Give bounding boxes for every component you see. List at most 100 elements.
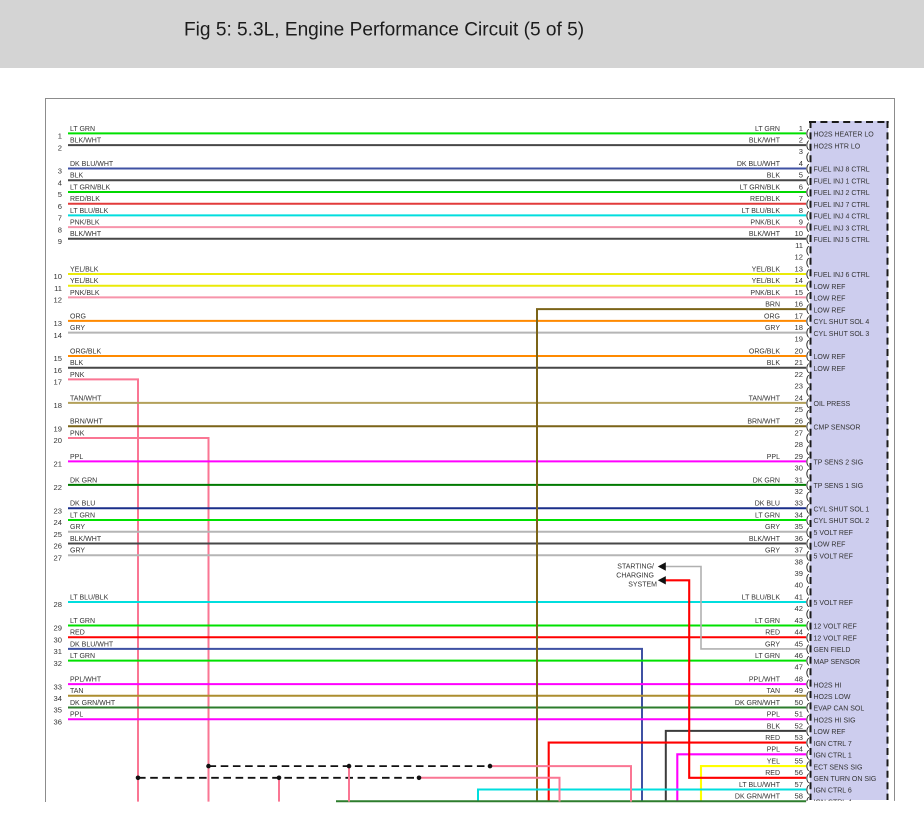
- svg-text:43: 43: [795, 616, 803, 625]
- svg-text:2: 2: [58, 143, 62, 152]
- svg-text:10: 10: [54, 272, 62, 281]
- svg-text:ORG: ORG: [764, 313, 780, 320]
- svg-text:RED: RED: [765, 630, 780, 637]
- svg-text:DK BLU/WHT: DK BLU/WHT: [70, 161, 114, 168]
- svg-text:DK BLU: DK BLU: [755, 501, 780, 508]
- svg-text:(: (: [806, 514, 810, 526]
- svg-text:(: (: [806, 502, 810, 514]
- svg-text:35: 35: [795, 522, 803, 531]
- svg-text:13: 13: [795, 264, 803, 273]
- svg-text:LT GRN: LT GRN: [755, 618, 780, 625]
- svg-text:BLK/WHT: BLK/WHT: [70, 138, 102, 145]
- svg-text:(: (: [806, 772, 810, 784]
- svg-text:BRN/WHT: BRN/WHT: [747, 419, 780, 426]
- svg-text:(: (: [806, 280, 810, 292]
- svg-text:7: 7: [799, 194, 803, 203]
- svg-text:HO2S HEATER LO: HO2S HEATER LO: [814, 132, 875, 139]
- svg-text:25: 25: [54, 530, 62, 539]
- svg-text:33: 33: [54, 682, 62, 691]
- svg-text:RED/BLK: RED/BLK: [70, 196, 100, 203]
- svg-text:EVAP CAN SOL: EVAP CAN SOL: [814, 706, 865, 713]
- svg-text:(: (: [806, 608, 810, 620]
- svg-text:(: (: [806, 643, 810, 655]
- svg-text:(: (: [806, 409, 810, 421]
- svg-text:16: 16: [795, 300, 803, 309]
- svg-text:(: (: [806, 362, 810, 374]
- svg-text:ORG/BLK: ORG/BLK: [749, 348, 780, 355]
- svg-text:21: 21: [795, 358, 803, 367]
- svg-text:BLK: BLK: [70, 173, 84, 180]
- svg-text:24: 24: [795, 393, 803, 402]
- svg-text:(: (: [806, 128, 810, 140]
- svg-text:PNK/BLK: PNK/BLK: [750, 290, 780, 297]
- svg-text:LOW REF: LOW REF: [814, 729, 846, 736]
- svg-text:GRY: GRY: [765, 325, 780, 332]
- svg-text:IGN CTRL 1: IGN CTRL 1: [814, 753, 852, 760]
- svg-text:19: 19: [795, 335, 803, 344]
- svg-text:TP SENS 2 SIG: TP SENS 2 SIG: [814, 460, 864, 467]
- svg-text:5 VOLT REF: 5 VOLT REF: [814, 553, 853, 560]
- svg-text:3: 3: [58, 167, 62, 176]
- svg-text:1: 1: [799, 124, 803, 133]
- svg-text:PNK/BLK: PNK/BLK: [750, 220, 780, 227]
- svg-text:BLK/WHT: BLK/WHT: [749, 231, 781, 238]
- svg-text:RED/BLK: RED/BLK: [750, 196, 780, 203]
- svg-text:GRY: GRY: [765, 641, 780, 648]
- svg-text:YEL/BLK: YEL/BLK: [70, 266, 99, 273]
- svg-text:21: 21: [54, 460, 62, 469]
- svg-text:BLK/WHT: BLK/WHT: [70, 231, 102, 238]
- svg-text:PPL: PPL: [767, 747, 780, 754]
- svg-text:LT BLU/BLK: LT BLU/BLK: [70, 594, 109, 601]
- svg-text:27: 27: [795, 428, 803, 437]
- svg-text:FUEL INJ 3 CTRL: FUEL INJ 3 CTRL: [814, 225, 870, 232]
- svg-text:(: (: [806, 198, 810, 210]
- svg-text:YEL: YEL: [767, 759, 780, 766]
- svg-text:(: (: [806, 444, 810, 456]
- svg-text:(: (: [806, 210, 810, 222]
- svg-text:26: 26: [795, 417, 803, 426]
- svg-text:12 VOLT REF: 12 VOLT REF: [814, 635, 857, 642]
- svg-text:50: 50: [795, 698, 803, 707]
- svg-text:9: 9: [799, 218, 803, 227]
- svg-text:HO2S HI: HO2S HI: [814, 682, 842, 689]
- svg-text:CYL SHUT SOL 2: CYL SHUT SOL 2: [814, 518, 870, 525]
- svg-text:36: 36: [54, 717, 62, 726]
- svg-text:9: 9: [58, 237, 62, 246]
- svg-text:4: 4: [799, 159, 803, 168]
- svg-text:(: (: [806, 725, 810, 737]
- svg-text:(: (: [806, 784, 810, 796]
- svg-text:LT BLU/BLK: LT BLU/BLK: [70, 208, 109, 215]
- svg-text:LT BLU/BLK: LT BLU/BLK: [742, 594, 781, 601]
- svg-text:TAN/WHT: TAN/WHT: [70, 395, 102, 402]
- svg-text:(: (: [806, 760, 810, 772]
- svg-text:BLK: BLK: [767, 360, 781, 367]
- svg-text:DK GRN/WHT: DK GRN/WHT: [735, 700, 781, 707]
- svg-text:22: 22: [54, 483, 62, 492]
- svg-text:IGN CTRL 7: IGN CTRL 7: [814, 741, 852, 748]
- svg-text:(: (: [806, 292, 810, 304]
- svg-text:38: 38: [795, 557, 803, 566]
- svg-text:FUEL INJ 5 CTRL: FUEL INJ 5 CTRL: [814, 237, 870, 244]
- svg-text:22: 22: [795, 370, 803, 379]
- svg-text:44: 44: [795, 628, 803, 637]
- svg-text:LT GRN: LT GRN: [755, 653, 780, 660]
- svg-text:(: (: [806, 163, 810, 175]
- svg-text:29: 29: [54, 624, 62, 633]
- svg-text:19: 19: [54, 425, 62, 434]
- svg-text:FUEL INJ 6 CTRL: FUEL INJ 6 CTRL: [814, 272, 870, 279]
- svg-text:24: 24: [54, 518, 62, 527]
- svg-text:STARTING/: STARTING/: [617, 563, 654, 570]
- svg-text:GRY: GRY: [765, 524, 780, 531]
- svg-text:RED: RED: [70, 630, 85, 637]
- svg-text:(: (: [806, 467, 810, 479]
- svg-text:5: 5: [799, 171, 803, 180]
- svg-text:4: 4: [58, 179, 62, 188]
- svg-text:(: (: [806, 327, 810, 339]
- svg-text:YEL/BLK: YEL/BLK: [752, 278, 781, 285]
- svg-text:PPL/WHT: PPL/WHT: [749, 677, 781, 684]
- svg-text:31: 31: [54, 647, 62, 656]
- svg-text:FUEL INJ 8 CTRL: FUEL INJ 8 CTRL: [814, 167, 870, 174]
- svg-text:52: 52: [795, 721, 803, 730]
- svg-text:(: (: [806, 737, 810, 749]
- svg-text:32: 32: [795, 487, 803, 496]
